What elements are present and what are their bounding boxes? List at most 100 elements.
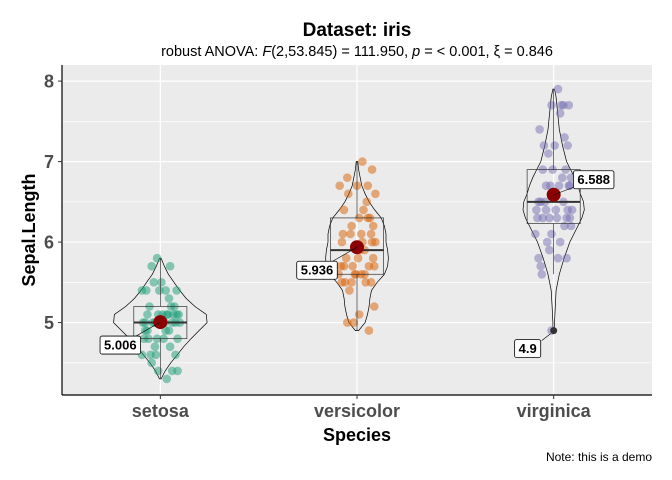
data-point	[172, 310, 181, 319]
data-point	[558, 173, 567, 182]
data-point	[368, 253, 378, 263]
violin-groups	[113, 84, 585, 384]
x-axis-title: Species	[323, 425, 391, 445]
data-point	[362, 197, 372, 207]
data-point	[161, 326, 170, 335]
outlier-label-text: 4.9	[519, 341, 537, 356]
data-point	[147, 261, 156, 271]
data-point	[371, 237, 380, 247]
data-point	[345, 286, 354, 295]
mean-label-box	[296, 260, 338, 280]
x-tick-label: virginica	[517, 401, 592, 421]
data-point	[341, 253, 351, 263]
data-point	[137, 286, 147, 295]
data-point	[370, 302, 379, 311]
data-point	[155, 286, 164, 295]
data-point	[171, 350, 180, 360]
data-point	[547, 229, 556, 239]
chart-caption: Note: this is a demo	[546, 450, 652, 464]
data-point	[147, 358, 156, 368]
data-point	[347, 278, 356, 287]
data-point	[555, 237, 565, 247]
data-point	[354, 310, 364, 319]
data-point	[337, 278, 347, 287]
outlier-point	[550, 327, 558, 335]
data-point	[536, 261, 545, 271]
data-point	[150, 342, 160, 352]
data-point	[370, 261, 379, 271]
data-point	[149, 278, 159, 287]
data-point	[532, 205, 541, 215]
data-point	[338, 229, 348, 239]
y-tick-label: 5	[44, 313, 54, 333]
x-tick-label: setosa	[132, 401, 190, 421]
data-point	[344, 189, 353, 199]
data-point	[533, 213, 542, 223]
data-point	[349, 318, 359, 327]
mean-label-text: 6.588	[577, 172, 610, 187]
data-point	[364, 326, 374, 335]
mean-label-text: 5.936	[301, 263, 334, 278]
data-point	[346, 229, 355, 239]
data-point	[560, 133, 569, 142]
data-point	[359, 205, 368, 215]
outlier-label-connector	[541, 333, 551, 341]
data-point	[337, 237, 347, 247]
data-point	[358, 157, 367, 166]
data-point	[173, 366, 182, 376]
data-point	[567, 205, 577, 215]
data-point	[152, 253, 162, 263]
data-point	[161, 286, 170, 295]
data-point	[164, 294, 174, 303]
y-tick-label: 6	[44, 233, 54, 253]
group-setosa	[113, 253, 208, 384]
chart-subtitle: robust ANOVA: F(2,53.845) = 111.950, p =…	[161, 44, 553, 60]
mean-label-versicolor: 5.936	[296, 246, 358, 280]
data-point	[553, 253, 563, 263]
data-point	[545, 213, 554, 223]
data-point	[541, 205, 551, 215]
data-point	[153, 366, 163, 376]
data-point	[335, 181, 345, 190]
data-point	[552, 213, 562, 223]
data-point	[554, 181, 564, 190]
mean-label-box	[99, 335, 142, 355]
data-point	[539, 141, 549, 150]
data-point	[562, 253, 571, 263]
data-point	[537, 270, 547, 279]
data-point	[357, 229, 366, 239]
mean-label-box	[572, 170, 615, 190]
data-point	[367, 165, 377, 174]
data-point	[555, 109, 565, 118]
data-point	[343, 318, 352, 327]
group-versicolor	[325, 157, 389, 335]
data-point	[535, 125, 544, 134]
data-point	[562, 213, 571, 223]
data-point	[534, 253, 543, 263]
data-point	[368, 221, 378, 231]
data-point	[531, 229, 540, 239]
data-point	[550, 141, 559, 150]
data-point	[366, 278, 376, 287]
box-virginica	[526, 169, 581, 224]
data-point	[347, 221, 356, 231]
data-point	[157, 278, 166, 287]
mean-label-setosa: 5.006	[99, 321, 161, 355]
data-point	[541, 181, 551, 190]
data-point	[151, 350, 161, 360]
chart-title: Dataset: iris	[303, 20, 412, 41]
data-point	[343, 173, 352, 182]
data-point	[551, 205, 561, 215]
y-tick-label: 8	[44, 72, 54, 92]
data-point	[544, 149, 553, 158]
outlier-label-box	[514, 339, 542, 359]
data-point	[563, 141, 572, 150]
mean-labels: 5.006 5.936 4.9 6.588	[99, 170, 615, 359]
data-point	[353, 253, 363, 263]
outlier-label-virginica: 4.9	[514, 333, 551, 359]
data-point	[162, 374, 172, 384]
mean-label-virginica: 6.588	[553, 170, 615, 196]
data-point	[339, 261, 349, 271]
data-point	[371, 189, 380, 199]
data-point	[559, 100, 568, 110]
